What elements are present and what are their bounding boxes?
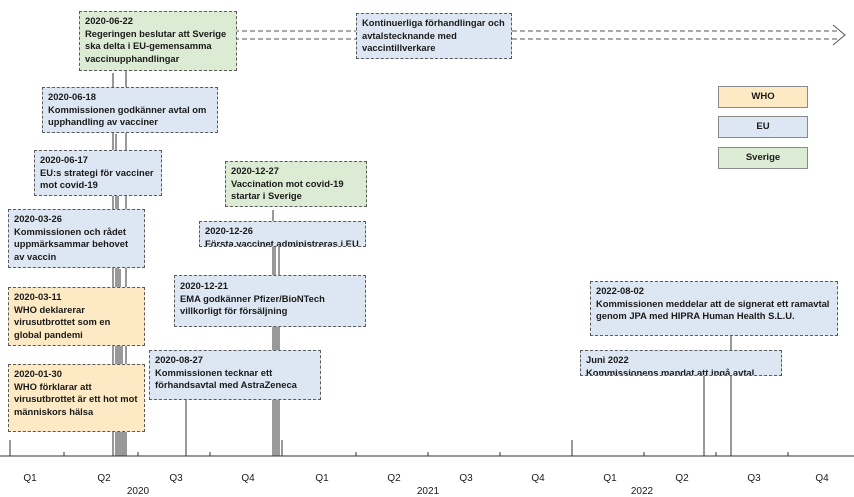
- quarter-label: Q4: [241, 473, 255, 484]
- year-label: 2021: [416, 486, 440, 497]
- year-label: 2022: [630, 486, 654, 497]
- legend-who: WHO: [718, 86, 808, 108]
- event-box-kontinuerliga-forhandlingar: Kontinuerliga förhandlingar och avtalste…: [356, 13, 512, 59]
- legend-sverige: Sverige: [718, 147, 808, 169]
- event-box-hipra-ramavtal: 2022-08-02 Kommissionen meddelar att de s…: [590, 281, 838, 336]
- event-box-kommissionen-godkanner-avtal: 2020-06-18 Kommissionen godkänner avtal o…: [42, 87, 218, 133]
- event-box-sverige-deltar: 2020-06-22 Regeringen beslutar att Sverig…: [79, 11, 237, 71]
- quarter-label: Q1: [23, 473, 37, 484]
- negotiation-arrow-right: [512, 24, 846, 46]
- legend-eu: EU: [718, 116, 808, 138]
- negotiation-arrow-left: [226, 30, 356, 40]
- quarter-label: Q2: [387, 473, 401, 484]
- event-box-forsta-vaccinet: 2020-12-26 Första vaccinet administreras …: [199, 221, 366, 247]
- year-label: 2020: [126, 486, 150, 497]
- quarter-label: Q2: [675, 473, 689, 484]
- quarter-label: Q4: [815, 473, 829, 484]
- time-axis: [0, 440, 854, 457]
- quarter-label: Q1: [603, 473, 617, 484]
- quarter-label: Q3: [169, 473, 183, 484]
- event-box-kommissionen-och-radet: 2020-03-26 Kommissionen och rådet uppmärk…: [8, 209, 145, 268]
- quarter-label: Q1: [315, 473, 329, 484]
- quarter-label: Q3: [747, 473, 761, 484]
- quarter-label: Q4: [531, 473, 545, 484]
- event-box-eu-strategi: 2020-06-17 EU:s strategi för vacciner mot…: [34, 150, 162, 196]
- event-box-ema-godkanner: 2020-12-21 EMA godkänner Pfizer/BioNTech …: [174, 275, 366, 327]
- quarter-label: Q2: [97, 473, 111, 484]
- event-box-who-hot: 2020-01-30 WHO förklarar att virusutbrott…: [8, 364, 145, 432]
- event-box-mandat-upphor: Juni 2022 Kommissionens mandat att ingå a…: [580, 350, 782, 376]
- quarter-label: Q3: [459, 473, 473, 484]
- event-box-vaccination-sverige: 2020-12-27 Vaccination mot covid-19 start…: [225, 161, 367, 207]
- event-box-who-pandemi: 2020-03-11 WHO deklarerar virusutbrottet …: [8, 287, 145, 346]
- event-box-astrazeneca: 2020-08-27 Kommissionen tecknar ett förha…: [149, 350, 321, 400]
